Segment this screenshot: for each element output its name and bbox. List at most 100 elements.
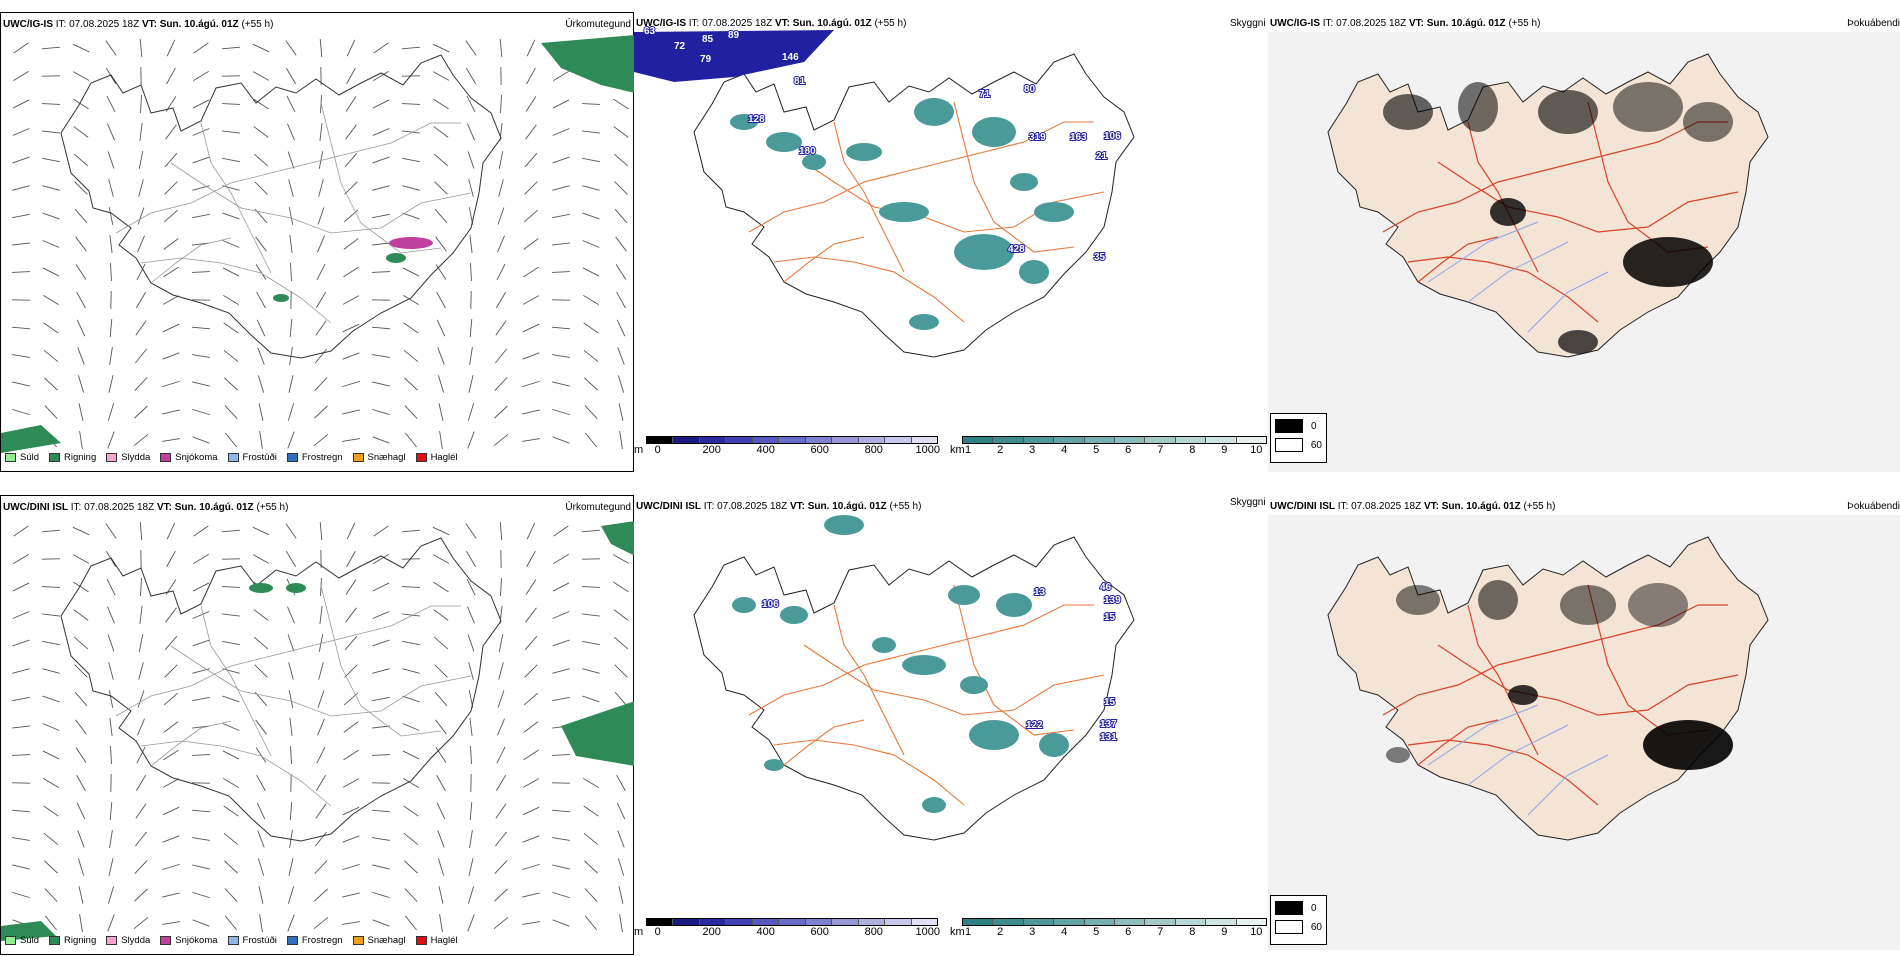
legend-item: Frostregn — [287, 452, 343, 463]
wind-barb — [617, 320, 625, 336]
wind-barb — [193, 128, 210, 135]
wind-barb — [109, 662, 114, 679]
cloud-base-value: 21 — [1096, 151, 1108, 162]
legend-item: Rigning — [49, 935, 96, 946]
wind-barb — [110, 830, 113, 848]
wind-barb — [73, 527, 89, 535]
wind-barb — [440, 431, 443, 449]
wind-barb — [620, 431, 623, 449]
wind-barb — [288, 634, 294, 651]
wind-barb — [373, 100, 389, 108]
wind-barb — [320, 123, 322, 141]
panel-header: UWC/IG-IS IT: 07.08.2025 18Z VT: Sun. 10… — [3, 18, 631, 32]
wind-barb — [80, 914, 83, 932]
wind-barb — [12, 157, 29, 163]
wind-barb — [372, 810, 390, 812]
wind-barb — [74, 637, 88, 649]
wind-barb — [317, 236, 324, 253]
wind-barb — [583, 240, 600, 247]
colorbar-swatches — [962, 918, 1267, 926]
wind-barb — [552, 355, 570, 358]
wind-barb — [110, 718, 112, 736]
wind-barb — [613, 99, 628, 109]
wind-barb — [372, 409, 389, 414]
wind-barb — [439, 886, 443, 904]
wind-barb — [257, 803, 265, 819]
wind-barb — [141, 578, 142, 596]
legend-item: Haglél — [416, 935, 458, 946]
wind-barb — [552, 865, 570, 869]
wind-barb — [222, 696, 239, 702]
wind-barb — [552, 409, 569, 414]
wind-barb — [402, 696, 419, 702]
wind-barb — [496, 292, 505, 307]
wind-barb — [164, 210, 178, 222]
wind-barb — [289, 690, 292, 708]
wind-barb — [552, 697, 570, 700]
wind-barb — [163, 836, 180, 842]
fog-legend-value: 0 — [1311, 421, 1317, 432]
cloud-area — [1010, 173, 1038, 191]
cloud-base-value: 46 — [1100, 582, 1112, 593]
wind-barb — [523, 779, 539, 788]
wind-barb — [225, 888, 237, 901]
wind-barb — [192, 272, 210, 273]
wind-barb — [12, 382, 30, 386]
wind-barb — [345, 636, 357, 650]
wind-barb — [192, 810, 210, 812]
legend-swatch — [5, 453, 16, 462]
wind-barb — [468, 432, 474, 449]
wind-barb — [192, 327, 210, 329]
wind-barb — [165, 636, 177, 650]
wind-barb — [42, 47, 60, 49]
wind-barb — [42, 614, 60, 616]
colorbar-tick-label: 7 — [1157, 926, 1163, 938]
precip-areas — [1, 35, 635, 453]
wind-barb — [320, 522, 322, 540]
wind-barb — [320, 606, 322, 624]
colorbar-swatch — [885, 437, 911, 443]
wind-barb — [76, 237, 87, 251]
wind-barb — [260, 914, 263, 932]
legend-swatch — [287, 453, 298, 462]
road — [116, 606, 461, 716]
colorbar-swatch — [726, 437, 752, 443]
cloud-area — [954, 234, 1014, 270]
wind-barb — [524, 722, 538, 733]
wind-barb — [77, 292, 86, 308]
wind-barb — [134, 917, 148, 928]
colorbar-tick-label: 5 — [1093, 444, 1099, 456]
wind-barb — [615, 209, 627, 223]
wind-barb — [615, 182, 628, 195]
wind-barb — [73, 72, 89, 81]
wind-barb — [439, 403, 443, 421]
wind-barb — [345, 153, 357, 167]
colorbar-tick-label: 6 — [1125, 444, 1131, 456]
wind-barb — [438, 348, 444, 365]
colorbar-tick-label: 10 — [1250, 926, 1262, 938]
wind-barb — [345, 665, 358, 678]
wind-barb — [553, 71, 568, 80]
wind-barb — [225, 405, 237, 418]
wind-barb — [253, 99, 268, 109]
wind-barb — [75, 209, 87, 223]
wind-barb — [44, 806, 59, 816]
wind-barb — [403, 295, 418, 304]
colorbar-tick-label: 600 — [811, 444, 829, 456]
wind-barb — [192, 892, 209, 897]
wind-barb — [614, 637, 628, 649]
wind-barb — [468, 886, 473, 903]
wind-barb — [42, 641, 60, 644]
colorbar-swatch — [1145, 437, 1175, 443]
wind-barb — [583, 778, 598, 787]
wind-barb — [12, 726, 30, 728]
colorbar-tick-label: 8 — [1189, 926, 1195, 938]
wind-barb — [522, 410, 540, 414]
fog-area — [1386, 747, 1410, 763]
legend-label: Snæhagl — [368, 452, 406, 463]
